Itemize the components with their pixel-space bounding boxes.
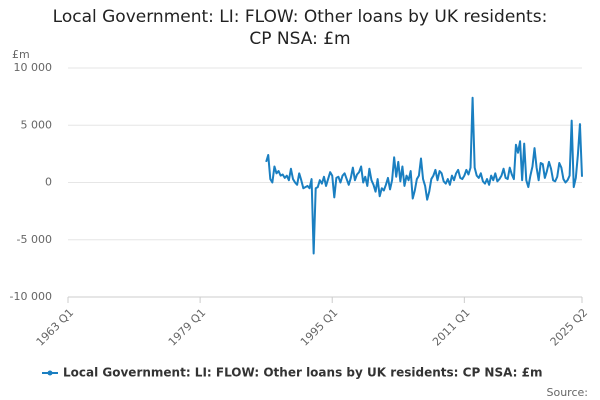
x-tick-label: 1979 Q1: [166, 306, 209, 349]
chart-title: Local Government: LI: FLOW: Other loans …: [52, 7, 548, 49]
y-tick-label: -5 000: [17, 233, 52, 246]
x-tick-label: 1963 Q1: [34, 306, 77, 349]
legend-label: Local Government: LI: FLOW: Other loans …: [63, 366, 542, 380]
y-tick-label: 0: [45, 176, 52, 189]
x-tick-label: 2011 Q1: [430, 306, 473, 349]
x-tick-label: 2025 Q2: [548, 306, 591, 349]
x-tick-label: 1995 Q1: [298, 306, 341, 349]
y-axis-label: £m: [12, 48, 30, 61]
y-tick-label: 5 000: [21, 118, 53, 131]
line-series: [265, 96, 583, 255]
y-tick-label: 10 000: [14, 61, 53, 74]
legend-marker: [47, 370, 53, 376]
source: Source:: [547, 386, 589, 399]
y-tick-label: -10 000: [10, 290, 52, 303]
